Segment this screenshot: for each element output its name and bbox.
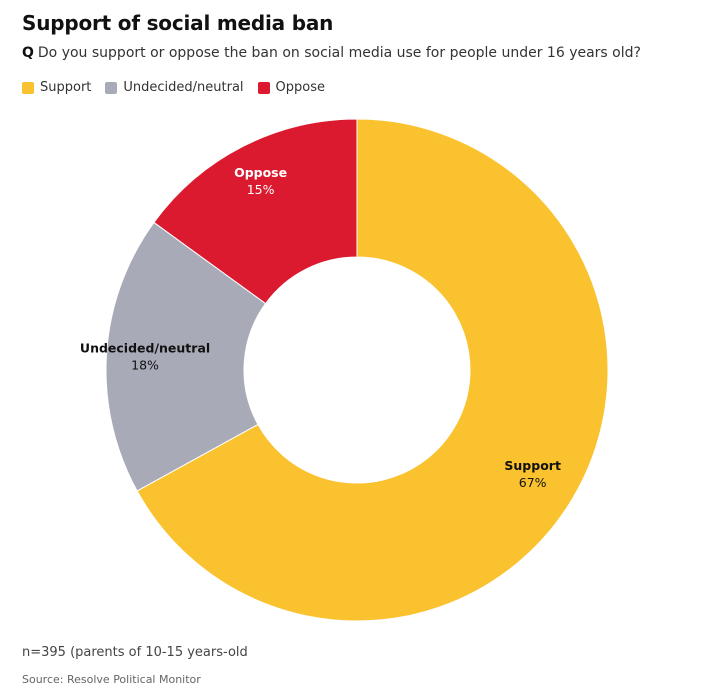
slice-label-undecided: Undecided/neutral (80, 341, 210, 356)
slice-support (136, 118, 609, 622)
legend-item-undecided: Undecided/neutral (105, 80, 244, 95)
legend-swatch-undecided (105, 81, 118, 94)
question-prefix: Q (22, 45, 34, 61)
slice-value-oppose: 15% (247, 182, 275, 197)
legend: Support Undecided/neutral Oppose (22, 80, 339, 95)
slice-oppose (153, 118, 358, 305)
slice-value-undecided: 18% (131, 358, 159, 373)
sample-note: n=395 (parents of 10-15 years-old (22, 645, 248, 660)
legend-item-oppose: Oppose (257, 80, 326, 95)
slice-undecided (105, 221, 267, 492)
legend-label-undecided: Undecided/neutral (123, 80, 244, 95)
slice-label-support: Support (504, 458, 561, 473)
legend-label-oppose: Oppose (275, 80, 326, 95)
legend-label-support: Support (40, 80, 92, 95)
legend-item-support: Support (22, 80, 91, 95)
legend-swatch-support (22, 81, 34, 94)
legend-swatch-oppose (257, 81, 270, 94)
question-text: Do you support or oppose the ban on soci… (37, 45, 641, 61)
slice-label-oppose: Oppose (234, 165, 287, 180)
chart-title: Support of social media ban (22, 11, 334, 35)
slice-value-support: 67% (519, 475, 547, 490)
source-note: Source: Resolve Political Monitor (22, 673, 201, 686)
survey-question: Q Do you support or oppose the ban on soc… (22, 45, 641, 61)
